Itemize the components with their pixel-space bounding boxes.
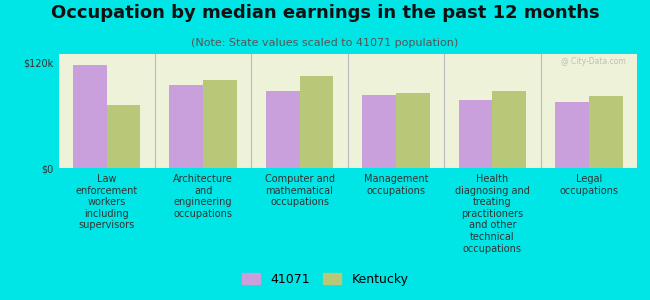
Bar xyxy=(203,80,237,168)
Text: Law
enforcement
workers
including
supervisors: Law enforcement workers including superv… xyxy=(75,174,138,230)
Bar xyxy=(396,93,430,168)
Bar xyxy=(266,91,300,168)
Bar xyxy=(73,64,107,168)
Text: Computer and
mathematical
occupations: Computer and mathematical occupations xyxy=(265,174,335,207)
Bar xyxy=(107,105,140,168)
Bar xyxy=(459,100,493,168)
Bar xyxy=(362,95,396,168)
Bar xyxy=(493,91,526,168)
Legend: 41071, Kentucky: 41071, Kentucky xyxy=(237,268,413,291)
Text: Occupation by median earnings in the past 12 months: Occupation by median earnings in the pas… xyxy=(51,4,599,22)
Text: Architecture
and
engineering
occupations: Architecture and engineering occupations xyxy=(173,174,233,219)
Text: Health
diagnosing and
treating
practitioners
and other
technical
occupations: Health diagnosing and treating practitio… xyxy=(455,174,530,254)
Bar xyxy=(555,102,589,168)
Text: (Note: State values scaled to 41071 population): (Note: State values scaled to 41071 popu… xyxy=(191,38,459,47)
Bar xyxy=(300,76,333,168)
Bar xyxy=(170,85,203,168)
Text: Legal
occupations: Legal occupations xyxy=(559,174,618,196)
Bar xyxy=(589,96,623,168)
Text: @ City-Data.com: @ City-Data.com xyxy=(561,57,625,66)
Text: Management
occupations: Management occupations xyxy=(364,174,428,196)
